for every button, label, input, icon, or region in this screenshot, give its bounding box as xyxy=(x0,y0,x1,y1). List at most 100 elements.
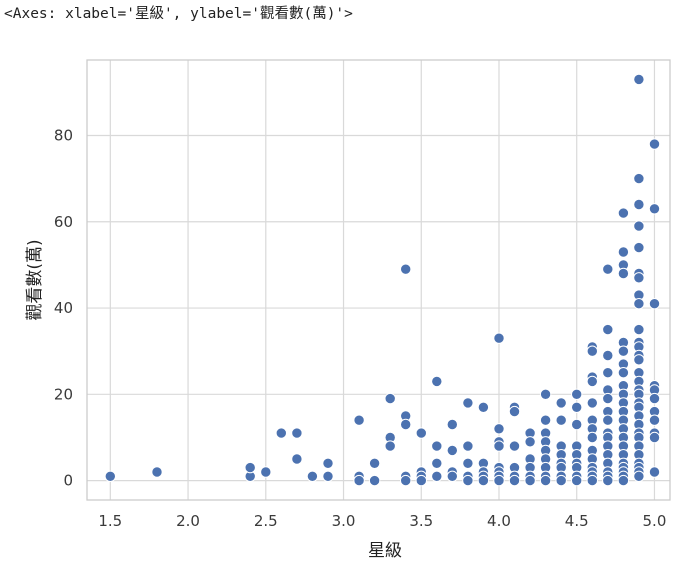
scatter-point xyxy=(508,405,521,418)
scatter-point xyxy=(291,453,303,465)
scatter-point xyxy=(493,423,505,435)
scatter-point xyxy=(260,466,272,478)
scatter-point xyxy=(322,457,334,469)
scatter-point xyxy=(586,375,598,388)
scatter-point xyxy=(617,207,630,219)
scatter-point xyxy=(648,414,661,426)
x-tick-labels: 1.5 2.0 2.5 3.0 3.5 4.0 4.5 5.0 xyxy=(98,512,666,530)
x-tick-label: 2.5 xyxy=(254,512,278,530)
scatter-point xyxy=(104,470,117,482)
scatter-point xyxy=(571,401,583,413)
scatter-point xyxy=(446,444,458,457)
scatter-point xyxy=(633,323,645,336)
y-tick-label: 40 xyxy=(54,299,73,317)
y-axis-label: 觀看數(萬) xyxy=(25,239,45,320)
x-tick-label: 5.0 xyxy=(643,512,667,530)
scatter-point xyxy=(586,474,598,487)
scatter-point xyxy=(291,427,303,439)
scatter-point xyxy=(384,392,396,405)
scatter-point xyxy=(415,427,427,439)
scatter-point xyxy=(555,397,567,409)
scatter-point xyxy=(275,427,287,439)
scatter-point xyxy=(633,220,645,232)
scatter-point xyxy=(493,440,505,452)
scatter-point xyxy=(617,267,630,280)
scatter-point xyxy=(633,172,645,185)
scatter-point xyxy=(571,388,583,400)
scatter-point xyxy=(353,474,365,487)
scatter-point xyxy=(648,431,661,444)
scatter-point xyxy=(524,436,536,448)
scatter-point xyxy=(555,474,567,487)
scatter-point xyxy=(539,474,552,487)
scatter-point xyxy=(617,345,630,357)
scatter-point xyxy=(462,474,474,487)
scatter-point xyxy=(306,470,319,482)
scatter-point xyxy=(648,392,661,405)
scatter-point xyxy=(633,354,645,366)
scatter-point xyxy=(602,349,614,362)
scatter-point xyxy=(151,466,163,478)
scatter-point xyxy=(571,474,583,487)
scatter-point xyxy=(368,474,381,487)
scatter-point xyxy=(648,466,661,478)
scatter-point xyxy=(586,431,598,444)
scatter-point xyxy=(602,414,614,426)
scatter-point xyxy=(648,138,661,150)
y-tick-label: 20 xyxy=(54,385,73,403)
scatter-point xyxy=(462,397,474,409)
scatter-point xyxy=(524,474,536,487)
y-tick-labels: 0 20 40 60 80 xyxy=(54,126,73,489)
scatter-point xyxy=(539,414,552,426)
scatter-point xyxy=(493,474,505,487)
scatter-point xyxy=(633,298,645,310)
scatter-point xyxy=(633,198,645,211)
scatter-point xyxy=(477,401,490,413)
scatter-point xyxy=(431,470,443,482)
x-tick-label: 3.0 xyxy=(332,512,356,530)
scatter-point xyxy=(415,474,427,487)
scatter-point xyxy=(431,440,443,452)
y-tick-label: 80 xyxy=(54,126,73,144)
scatter-point xyxy=(586,397,598,409)
scatter-point xyxy=(539,388,552,400)
y-tick-label: 60 xyxy=(54,213,73,231)
scatter-point xyxy=(353,414,365,426)
x-axis-label: 星級 xyxy=(368,541,402,561)
scatter-point xyxy=(384,440,396,452)
scatter-point xyxy=(400,263,412,275)
y-tick-label: 0 xyxy=(63,472,73,490)
scatter-point xyxy=(648,298,661,310)
scatter-point xyxy=(571,418,583,431)
scatter-point xyxy=(493,332,505,344)
scatter-point xyxy=(508,440,521,452)
plot-frame xyxy=(86,59,671,501)
scatter-point xyxy=(462,440,474,452)
scatter-point xyxy=(617,246,630,258)
scatter-point xyxy=(368,457,381,469)
scatter-point xyxy=(431,375,443,388)
scatter-point xyxy=(446,418,458,431)
scatter-point xyxy=(586,345,598,357)
scatter-point xyxy=(400,474,412,487)
scatter-point xyxy=(648,203,661,215)
scatter-point xyxy=(244,461,256,474)
scatter-point xyxy=(602,367,614,379)
scatter-point xyxy=(617,474,630,487)
scatter-point xyxy=(617,367,630,379)
scatter-point xyxy=(602,263,614,275)
scatter-point xyxy=(555,414,567,426)
scatter-point xyxy=(431,457,443,469)
scatter-point xyxy=(462,457,474,469)
x-tick-label: 2.0 xyxy=(176,512,200,530)
scatter-point xyxy=(446,470,458,482)
x-tick-label: 4.0 xyxy=(487,512,511,530)
scatter-point xyxy=(602,323,614,336)
x-tick-label: 3.5 xyxy=(409,512,433,530)
scatter-point xyxy=(633,73,645,86)
scatter-point xyxy=(602,474,614,487)
scatter-point xyxy=(633,241,645,254)
grid-lines xyxy=(87,60,670,500)
scatter-point xyxy=(633,272,645,284)
output-repr-text: <Axes: xlabel='星級', ylabel='觀看數(萬)'> xyxy=(4,6,353,22)
